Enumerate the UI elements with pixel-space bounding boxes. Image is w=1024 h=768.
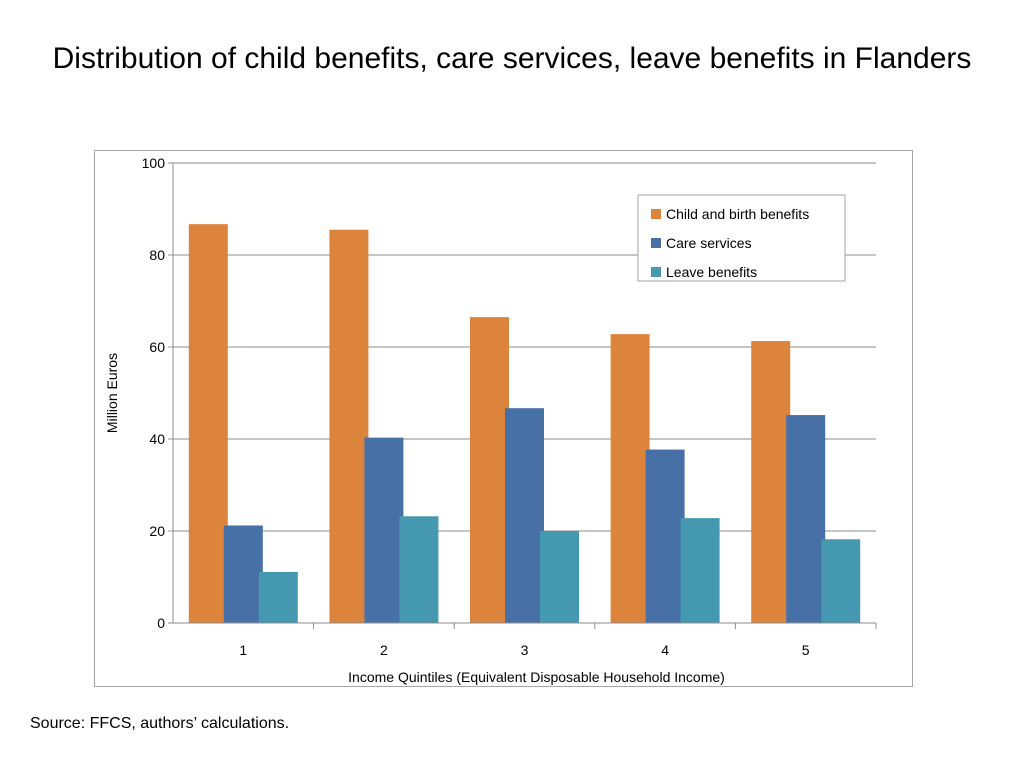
y-tick-label: 100 [142, 155, 166, 171]
bar [786, 415, 826, 623]
x-tick-label: 5 [802, 642, 810, 658]
bar [610, 334, 650, 623]
y-tick-label: 0 [157, 615, 165, 631]
x-tick-label: 4 [661, 642, 669, 658]
bar [329, 229, 369, 623]
legend-box [637, 194, 846, 282]
y-tick-label: 40 [149, 431, 165, 447]
bar [821, 539, 861, 623]
bar [188, 224, 228, 623]
bar [751, 341, 791, 623]
legend-swatch [651, 238, 661, 248]
bar [399, 516, 439, 623]
legend-label: Care services [666, 235, 752, 251]
bar-chart: 0 20 40 60 80 100 1 2 3 4 5 Income Quintiles (Equiv… [104, 155, 877, 685]
x-tick-label: 3 [521, 642, 529, 658]
x-axis-title: Income Quintiles (Equivalent Disposable … [348, 669, 725, 685]
slide-title: Distribution of child benefits, care ser… [52, 42, 972, 75]
bar [258, 571, 298, 623]
bar [470, 317, 509, 623]
bar [680, 518, 720, 623]
y-tick-label: 20 [149, 523, 165, 539]
bar [505, 408, 544, 623]
legend-swatch [651, 267, 661, 277]
source-note: Source: FFCS, authors’ calculations. [30, 715, 290, 732]
y-tick-label: 60 [149, 339, 165, 355]
bar [223, 525, 263, 623]
legend-label: Leave benefits [666, 264, 757, 280]
x-tick-label: 2 [380, 642, 388, 658]
bar [540, 531, 579, 623]
bar [364, 437, 404, 623]
x-tick-label: 1 [239, 642, 247, 658]
chart-area: 0 20 40 60 80 100 1 2 3 4 5 Income Quintiles (Equiv… [94, 150, 913, 687]
bar [645, 449, 685, 623]
legend-swatch [651, 209, 661, 219]
legend-label: Child and birth benefits [666, 206, 809, 222]
y-tick-label: 80 [149, 247, 165, 263]
y-axis-title: Million Euros [104, 353, 120, 433]
